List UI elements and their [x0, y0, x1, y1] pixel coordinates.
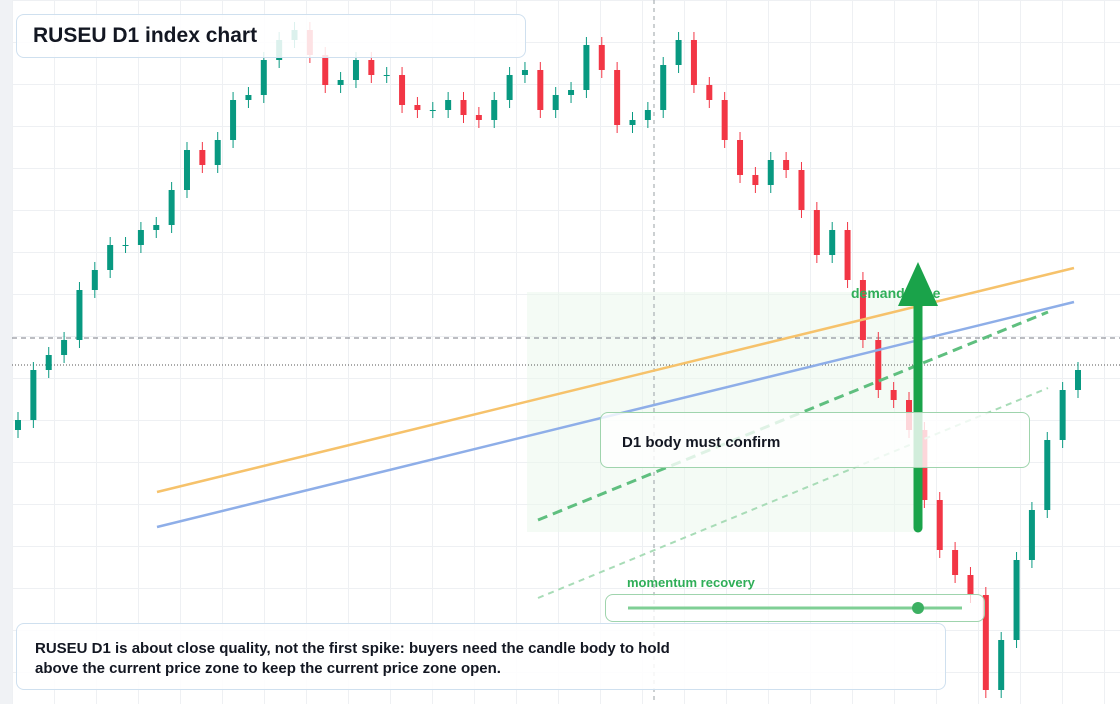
candle-body [414, 105, 421, 110]
candle-body [537, 70, 544, 110]
candle-body [214, 140, 221, 165]
title: RUSEU D1 index chart [16, 14, 526, 58]
candle-body [660, 65, 667, 110]
candle-body [967, 575, 974, 595]
candle-body [675, 40, 682, 65]
candle-body [1059, 390, 1066, 440]
candle-body [199, 150, 206, 165]
candle-body [230, 100, 237, 140]
candle-body [153, 225, 160, 230]
candle-body [721, 100, 728, 140]
candle-body [690, 40, 697, 85]
candle-body [491, 100, 498, 120]
note: RUSEU D1 is about close quality, not the… [35, 640, 670, 677]
candle-body [767, 160, 774, 185]
candle-body [107, 245, 114, 270]
candle-body [890, 390, 897, 400]
candle-body [813, 210, 820, 255]
candle-body [936, 500, 943, 550]
candle-body [1028, 510, 1035, 560]
candle-body [952, 550, 959, 575]
candle-body [1044, 440, 1051, 510]
candle-body [137, 230, 144, 245]
candle-body [521, 70, 528, 75]
candle-body [614, 70, 621, 125]
candle-body [583, 45, 590, 90]
candle-body [829, 230, 836, 255]
candle-body [798, 170, 805, 210]
candle-body [568, 90, 575, 95]
demand-label: demand zone [851, 285, 941, 301]
candle-body [598, 45, 605, 70]
note-box: RUSEU D1 is about close quality, not the… [16, 623, 946, 690]
candle-body [168, 190, 175, 225]
confirm-box: D1 body must confirm [600, 412, 1030, 468]
candle-body [322, 55, 329, 85]
trendline-green-light [537, 387, 1049, 599]
candle-body [706, 85, 713, 100]
candle-body [844, 230, 851, 280]
candle-body [475, 115, 482, 120]
candle-body [460, 100, 467, 115]
candle-body [1013, 560, 1020, 640]
candle-body [30, 370, 37, 420]
candle-body [1075, 370, 1081, 390]
candle-body [429, 110, 436, 111]
candle-body [352, 60, 359, 80]
candle-body [91, 270, 98, 290]
candle-body [45, 355, 52, 370]
candle-body [982, 595, 989, 690]
candle-body [122, 245, 129, 246]
candle-body [752, 175, 759, 185]
candle-body [260, 60, 267, 95]
candle-body [368, 60, 375, 75]
candle-body [552, 95, 559, 110]
candle-body [644, 110, 651, 120]
candle-body [183, 150, 190, 190]
candle-body [61, 340, 68, 355]
candle-body [998, 640, 1005, 690]
candle-body [383, 75, 390, 76]
momentum-label: momentum recovery [627, 575, 755, 590]
candle-body [506, 75, 513, 100]
candle-body [737, 140, 744, 175]
momentum-slider [628, 602, 962, 614]
candle-body [445, 100, 452, 110]
candle-body [399, 75, 406, 105]
candle-body [875, 340, 882, 390]
candle-body [337, 80, 344, 85]
candle-body [783, 160, 790, 170]
candle-body [76, 290, 83, 340]
candle-body [629, 120, 636, 125]
slider-knob [912, 602, 924, 614]
candle-body [245, 95, 252, 100]
momentum-box [605, 594, 985, 622]
candle-body [859, 280, 866, 340]
candle-body [15, 420, 21, 430]
left-edge [0, 0, 12, 704]
